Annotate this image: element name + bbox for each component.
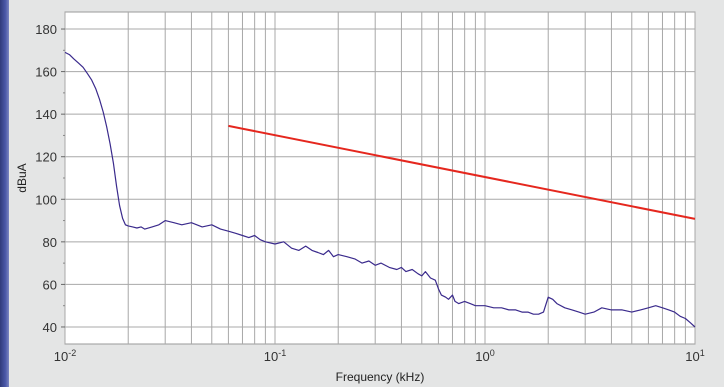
y-tick-label: 100 <box>35 192 57 207</box>
y-tick-label: 60 <box>43 277 57 292</box>
y-tick-label: 180 <box>35 22 57 37</box>
y-tick-label: 80 <box>43 235 57 250</box>
x-tick-label: 10-2 <box>54 348 76 364</box>
tick-labels: 40 60 80 100 120 140 160 180 10-2 10-1 100 101 <box>35 22 704 364</box>
y-tick-label: 140 <box>35 107 57 122</box>
x-tick-label: 101 <box>685 348 704 364</box>
y-axis-title: dBuA <box>15 163 29 192</box>
x-tick-label: 100 <box>475 348 494 364</box>
frequency-chart: 40 60 80 100 120 140 160 180 10-2 10-1 100 101 Freq… <box>15 11 705 384</box>
y-tick-label: 160 <box>35 65 57 80</box>
axis-ticks <box>61 28 65 328</box>
limit-line <box>228 124 696 220</box>
window-left-edge <box>0 0 9 387</box>
measured-spectrum-line <box>64 51 696 328</box>
plot-area <box>64 11 696 345</box>
x-axis-title: Frequency (kHz) <box>336 370 425 384</box>
series-group <box>64 51 696 328</box>
grid-lines <box>64 12 696 344</box>
y-tick-label: 120 <box>35 150 57 165</box>
y-tick-label: 40 <box>43 320 57 335</box>
x-tick-label: 10-1 <box>264 348 286 364</box>
